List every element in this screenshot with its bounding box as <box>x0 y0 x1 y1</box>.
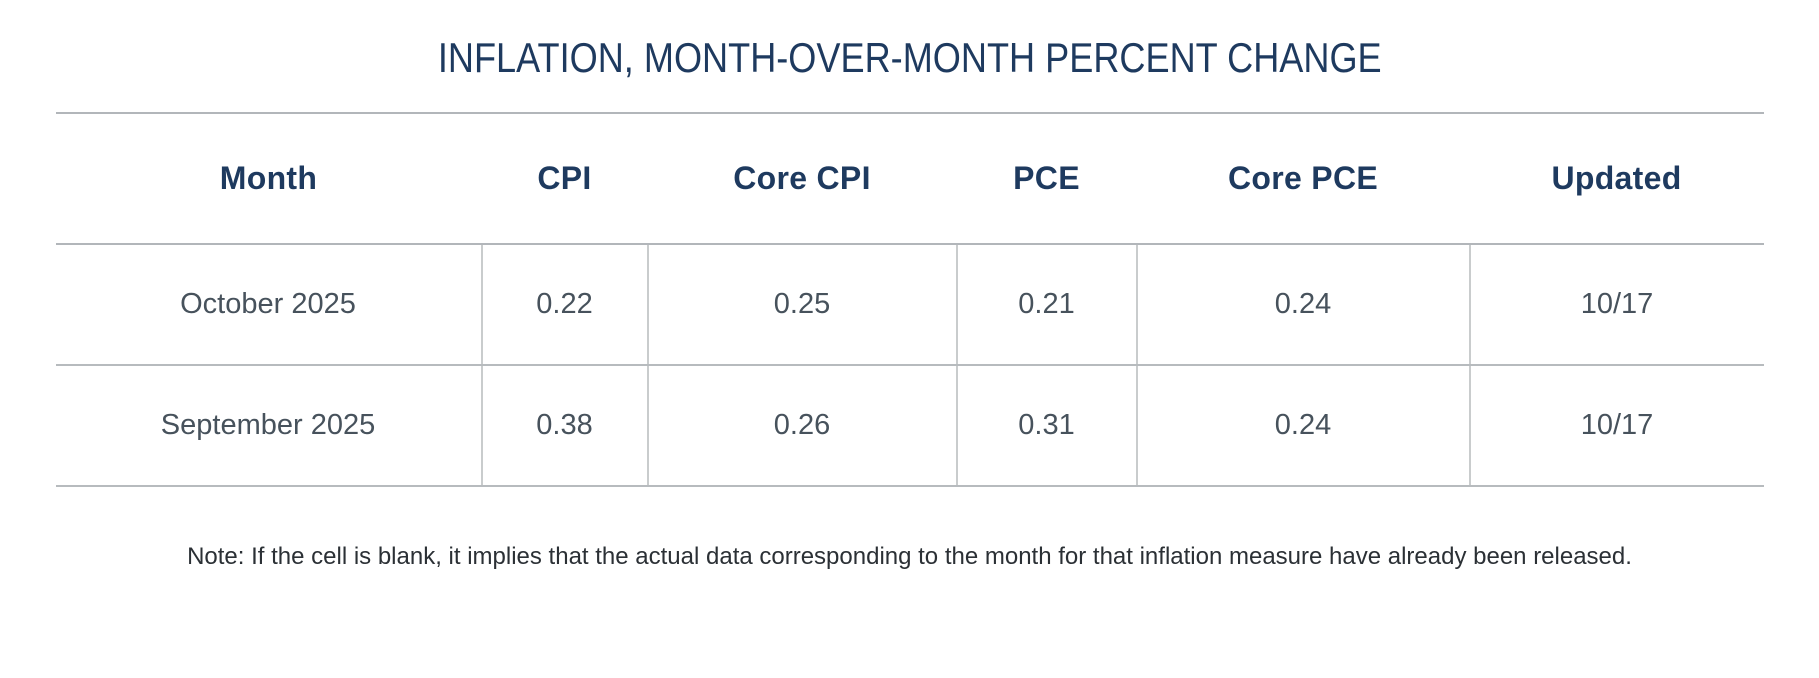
cell-updated: 10/17 <box>1468 365 1764 487</box>
header-row: Month CPI Core CPI PCE Core PCE Updated <box>55 112 1764 245</box>
cell-pce: 0.31 <box>955 365 1137 487</box>
table-row: September 2025 0.38 0.26 0.31 0.24 10/17 <box>55 365 1764 487</box>
cell-core-pce: 0.24 <box>1135 365 1470 487</box>
cell-updated: 10/17 <box>1468 244 1764 366</box>
cell-core-cpi: 0.25 <box>646 244 957 366</box>
footnote: Note: If the cell is blank, it implies t… <box>187 543 1632 570</box>
cell-month: October 2025 <box>55 244 482 366</box>
column-header-updated: Updated <box>1469 112 1764 245</box>
cell-pce: 0.21 <box>955 244 1137 366</box>
cell-cpi: 0.22 <box>480 244 648 366</box>
page-title-text: INFLATION, MONTH-OVER-MONTH PERCENT CHAN… <box>437 34 1382 81</box>
table-row: October 2025 0.22 0.25 0.21 0.24 10/17 <box>55 244 1764 366</box>
inflation-table: Month CPI Core CPI PCE Core PCE Updated … <box>55 112 1764 487</box>
column-header-pce: PCE <box>956 112 1137 245</box>
column-header-core-pce: Core PCE <box>1136 112 1470 245</box>
page-title: INFLATION, MONTH-OVER-MONTH PERCENT CHAN… <box>0 34 1819 82</box>
cell-month: September 2025 <box>55 365 482 487</box>
cell-core-pce: 0.24 <box>1135 244 1470 366</box>
cell-core-cpi: 0.26 <box>646 365 957 487</box>
column-header-month: Month <box>55 112 482 245</box>
column-header-core-cpi: Core CPI <box>647 112 957 245</box>
cell-cpi: 0.38 <box>480 365 648 487</box>
column-header-cpi: CPI <box>481 112 648 245</box>
